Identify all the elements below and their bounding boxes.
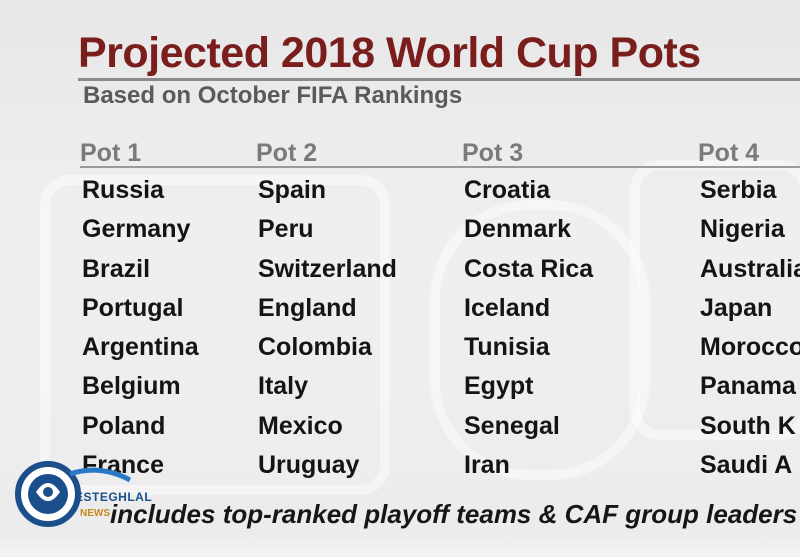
team-name: Iceland — [464, 293, 551, 322]
logo-name: ESTEGHLAL — [75, 490, 153, 504]
pot-column-2: Pot 2 Spain Peru Switzerland England Col… — [256, 138, 397, 479]
pot-column-4: Pot 4 Serbia Nigeria Australia Japan Mor… — [698, 138, 800, 479]
logo-subtext: NEWS — [80, 508, 110, 519]
team-name: Russia — [82, 176, 164, 204]
team-name: Tunisia — [464, 333, 550, 362]
pot-header: Pot 3 — [462, 139, 524, 167]
team-list: Spain Peru Switzerland England Colombia … — [258, 175, 397, 489]
team-list: Russia Germany Brazil Portugal Argentina… — [82, 175, 199, 489]
team-name: Nigeria — [700, 215, 785, 244]
page-title: Projected 2018 World Cup Pots — [78, 29, 701, 77]
team-name: Poland — [82, 411, 166, 440]
team-name: Colombia — [258, 333, 372, 362]
team-name: South K — [700, 411, 796, 440]
team-name: Australia — [700, 254, 800, 283]
team-name: Morocco — [700, 333, 800, 362]
pot-column-1: Pot 1 Russia Germany Brazil Portugal Arg… — [80, 138, 199, 479]
team-name: Costa Rica — [464, 254, 594, 283]
pot-header: Pot 1 — [80, 139, 142, 167]
pot-header: Pot 4 — [698, 139, 760, 167]
pot-header: Pot 2 — [256, 139, 318, 167]
team-name: Germany — [82, 215, 191, 244]
team-name: Japan — [700, 293, 773, 322]
team-name: Peru — [258, 215, 314, 244]
esteghlal-logo-icon — [15, 461, 132, 527]
team-name: Egypt — [464, 372, 534, 401]
team-name: Portugal — [82, 293, 184, 322]
footnote: includes top-ranked playoff teams & CAF … — [110, 499, 798, 529]
team-name: Brazil — [82, 254, 151, 283]
bottom-fade — [0, 534, 800, 557]
team-name: Iran — [464, 451, 510, 480]
team-name: Saudi A — [700, 451, 793, 480]
team-name: Argentina — [82, 333, 199, 362]
team-name: Serbia — [700, 176, 777, 204]
team-list: Croatia Denmark Costa Rica Iceland Tunis… — [464, 175, 593, 489]
team-name: England — [258, 293, 357, 322]
page-subtitle: Based on October FIFA Rankings — [83, 82, 463, 109]
team-list: Serbia Nigeria Australia Japan Morocco P… — [700, 175, 800, 489]
pot-column-3: Pot 3 Croatia Denmark Costa Rica Iceland… — [462, 138, 593, 479]
team-name: Croatia — [464, 176, 551, 204]
team-name: Mexico — [258, 411, 343, 440]
team-name: Switzerland — [258, 254, 397, 283]
title-divider — [78, 78, 800, 81]
pots-header-divider — [80, 166, 800, 168]
team-name: Uruguay — [258, 451, 360, 480]
team-name: Spain — [258, 176, 327, 204]
team-name: Denmark — [464, 215, 571, 244]
team-name: Panama — [700, 372, 796, 401]
team-name: Italy — [258, 372, 309, 401]
team-name: Senegal — [464, 411, 560, 440]
team-name: Belgium — [82, 372, 181, 401]
